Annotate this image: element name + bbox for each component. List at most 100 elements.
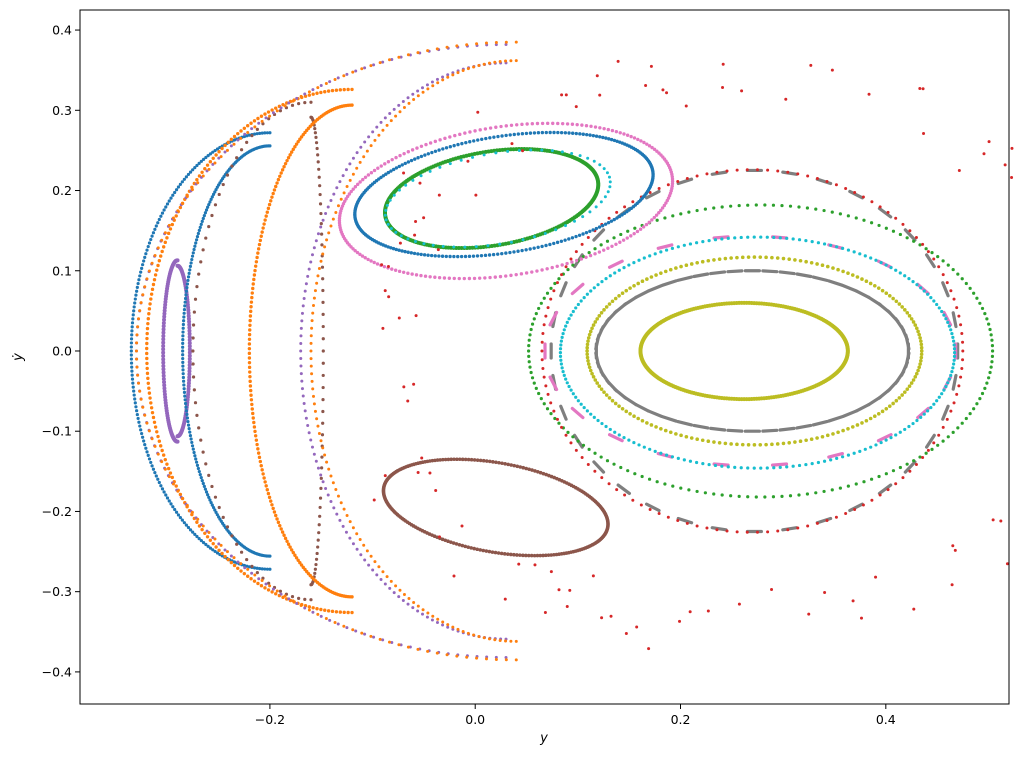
series-3-point: [607, 396, 612, 400]
series-14-point: [258, 567, 262, 571]
series-8-point: [591, 133, 596, 138]
series-6-point: [797, 493, 801, 497]
series-8-point: [563, 238, 567, 242]
series-8-point: [532, 246, 536, 250]
series-16-point: [276, 520, 281, 525]
series-13-point: [162, 392, 167, 397]
series-5-point: [659, 250, 663, 254]
series-18-point: [407, 597, 411, 601]
series-17-point: [319, 225, 323, 229]
series-3-point: [918, 336, 922, 340]
y-axis-label: ẏ: [11, 353, 26, 362]
series-3-point: [914, 371, 919, 376]
series-17-point: [451, 627, 455, 631]
series-13-point: [162, 380, 167, 385]
series-3-point: [668, 430, 673, 435]
series-16-point: [296, 558, 300, 563]
series-1-point: [877, 206, 893, 219]
series-16-point: [319, 607, 323, 612]
series-9-point: [589, 124, 593, 129]
series-3-point: [864, 279, 869, 284]
series-16-point: [247, 365, 252, 370]
series-18-point: [316, 612, 320, 616]
series-18-point: [207, 167, 211, 171]
series-12-point: [487, 549, 492, 554]
series-14-point: [142, 259, 146, 263]
series-17-point: [354, 69, 358, 73]
series-5-point: [596, 283, 600, 287]
series-4-point: [827, 452, 844, 459]
series-14-point: [181, 353, 185, 357]
series-7-point: [715, 170, 719, 174]
series-18-point: [253, 125, 257, 129]
series-11-point: [411, 178, 415, 182]
series-12-point: [457, 457, 462, 462]
series-11-point: [486, 244, 490, 248]
series-18-point: [310, 379, 314, 383]
y-tick-label: −0.3: [42, 584, 72, 599]
series-6-point: [983, 312, 987, 316]
series-3-point: [918, 362, 922, 366]
series-6-point: [877, 223, 881, 228]
series-3-point: [617, 404, 621, 408]
series-5-point: [944, 317, 948, 321]
series-18-point: [313, 289, 317, 293]
series-14-point: [211, 505, 216, 510]
series-8-point: [617, 214, 622, 219]
series-3-point: [654, 425, 658, 429]
series-6-point: [712, 206, 716, 210]
series-12-point: [446, 457, 451, 462]
series-6-point: [960, 277, 964, 281]
series-14-point: [196, 231, 200, 236]
series-18-point: [455, 654, 459, 658]
series-8-point: [577, 233, 582, 237]
series-17-point: [321, 218, 325, 222]
series-3-point: [919, 342, 924, 347]
series-12-point: [466, 545, 471, 549]
series-7-point: [615, 488, 619, 492]
series-11-point: [406, 237, 410, 241]
series-19-point: [521, 149, 525, 153]
series-3-point: [645, 421, 649, 425]
series-3-point: [735, 442, 739, 447]
series-14-point: [135, 285, 139, 289]
series-9-point: [376, 166, 380, 170]
series-5-point: [558, 350, 563, 355]
series-19-point: [770, 588, 774, 591]
series-18-point: [311, 394, 315, 398]
series-12-point: [527, 467, 531, 472]
series-5-point: [829, 243, 833, 247]
series-19-point: [436, 248, 440, 252]
series-18-point: [494, 41, 498, 45]
series-18-point: [360, 67, 364, 71]
series-16-point: [178, 205, 183, 210]
series-17-point: [324, 212, 328, 216]
series-17-point: [344, 168, 348, 172]
series-18-point: [487, 61, 491, 65]
series-4-point: [916, 282, 930, 296]
series-14-point: [213, 148, 217, 153]
series-18-point: [180, 496, 184, 500]
series-18-point: [373, 138, 377, 142]
series-5-point: [922, 289, 926, 293]
series-8-point: [620, 213, 624, 217]
series-18-point: [143, 413, 147, 417]
series-16-point: [298, 561, 302, 565]
series-9-point: [622, 132, 626, 136]
series-3-point: [846, 427, 850, 431]
series-18-point: [436, 617, 440, 621]
series-13-point: [161, 343, 166, 348]
series-15-point: [267, 581, 271, 585]
series-17-point: [392, 107, 396, 111]
series-18-point: [416, 94, 420, 98]
series-14-point: [196, 466, 200, 471]
series-9-point: [632, 136, 637, 140]
series-14-point: [197, 469, 201, 474]
series-17-point: [504, 655, 508, 659]
series-7-point: [766, 168, 770, 172]
series-18-point: [387, 640, 391, 644]
series-16-point: [311, 606, 315, 610]
series-15-point: [261, 576, 265, 580]
series-7-point: [961, 349, 965, 353]
series-16-point: [248, 370, 252, 374]
